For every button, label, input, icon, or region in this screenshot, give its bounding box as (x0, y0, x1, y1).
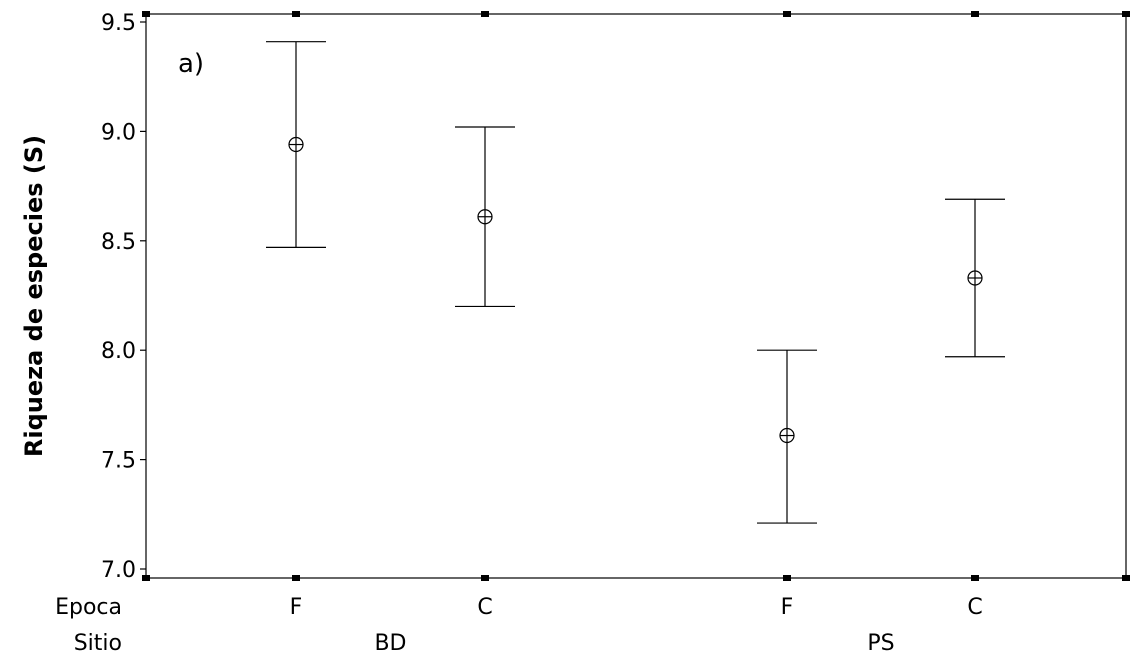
frame-marker (481, 575, 489, 581)
frame-marker (971, 575, 979, 581)
frame-marker (1122, 11, 1130, 17)
y-tick-label: 7.0 (101, 558, 136, 583)
x-row-label-sitio: Sitio (74, 631, 122, 656)
y-tick-label: 8.5 (101, 230, 136, 255)
x-row-label-epoca: Epoca (55, 595, 122, 620)
frame-marker (783, 575, 791, 581)
frame-marker (481, 11, 489, 17)
y-tick-label: 9.0 (101, 120, 136, 145)
frame-marker (142, 11, 150, 17)
interval-series (266, 41, 1005, 524)
frame-marker (1122, 575, 1130, 581)
x-label-sitio: BD (374, 631, 406, 656)
frame-marker (292, 575, 300, 581)
frame-marker (971, 11, 979, 17)
x-label-epoca: F (781, 595, 794, 620)
x-label-epoca: F (290, 595, 303, 620)
y-tick-label: 9.5 (101, 11, 136, 36)
y-axis-label: Riqueza de especies (S) (20, 135, 48, 457)
panel-label: a) (178, 49, 204, 79)
x-label-epoca: C (967, 595, 982, 620)
x-axis-labels: F C F C BD PS (290, 595, 983, 656)
y-tick-label: 8.0 (101, 339, 136, 364)
frame-marker (292, 11, 300, 17)
frame-marker (783, 11, 791, 17)
y-axis: 7.0 7.5 8.0 8.5 9.0 9.5 (101, 11, 146, 583)
plot-frame (145, 13, 1127, 579)
x-label-epoca: C (477, 595, 492, 620)
y-tick-label: 7.5 (101, 449, 136, 474)
frame-marker (142, 575, 150, 581)
frame-tick-markers (142, 11, 1130, 581)
x-label-sitio: PS (867, 631, 894, 656)
